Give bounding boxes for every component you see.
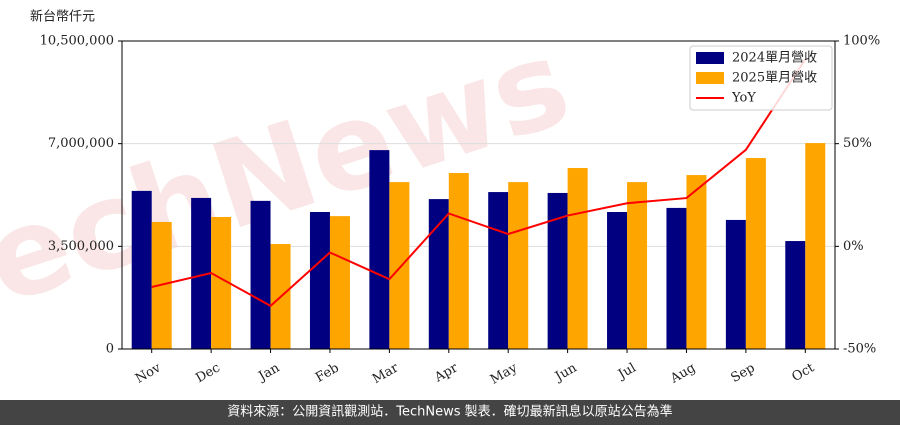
x-tick-label: Jan (255, 360, 283, 385)
bar (508, 182, 529, 349)
legend-swatch (696, 52, 724, 64)
bar (785, 241, 806, 349)
bar (666, 207, 687, 349)
legend-label: YoY (731, 91, 756, 106)
bar (488, 192, 509, 349)
bar (627, 182, 648, 349)
y2-tick-label: 0% (843, 239, 864, 254)
x-tick-label: Jul (614, 361, 639, 384)
bar (191, 197, 212, 349)
bar (567, 168, 588, 349)
x-tick-label: Nov (133, 360, 164, 387)
x-tick-label: Jun (551, 360, 580, 385)
bar (686, 175, 707, 349)
x-tick-label: May (488, 360, 521, 388)
legend-box (689, 45, 833, 111)
x-tick-label: Mar (370, 360, 402, 387)
x-tick-label: Sep (729, 361, 758, 386)
bar (309, 212, 330, 349)
x-tick-label: Apr (431, 360, 461, 386)
bar (211, 217, 232, 349)
x-tick-label: Dec (193, 361, 223, 387)
x-tick-label: Aug (667, 361, 698, 388)
bar (369, 150, 390, 349)
bar (250, 200, 271, 349)
footer-text: 資料來源：公開資訊觀測站．TechNews 製表．確切最新訊息以原站公告為準 (227, 404, 672, 420)
bar (745, 158, 766, 349)
bar (389, 182, 410, 349)
bar (428, 199, 449, 349)
bar (329, 216, 350, 349)
line (151, 58, 807, 308)
y2-tick-label: 50% (843, 136, 872, 151)
y2-tick-label: 100% (843, 34, 880, 49)
x-tick-label: Feb (313, 361, 342, 386)
y-tick-label: 7,000,000 (48, 136, 114, 151)
y-tick-label: 0 (106, 342, 114, 357)
y-tick-label: 10,500,000 (40, 34, 114, 49)
legend-label: 2025單月營收 (732, 71, 817, 86)
y-tick-label: 3,500,000 (48, 239, 114, 254)
x-tick-label: Oct (789, 360, 817, 385)
bar (607, 212, 628, 349)
bar (547, 192, 568, 349)
y2-tick-label: -50% (843, 342, 876, 357)
legend-label: 2024單月營收 (732, 51, 817, 66)
footer-bar (0, 400, 900, 425)
plot-frame (121, 40, 836, 350)
bar (448, 173, 469, 349)
bar (131, 190, 152, 349)
y-axis-label: 新台幣仟元 (30, 9, 95, 25)
bar (725, 219, 746, 349)
legend-swatch (696, 72, 724, 84)
bar (805, 143, 826, 349)
